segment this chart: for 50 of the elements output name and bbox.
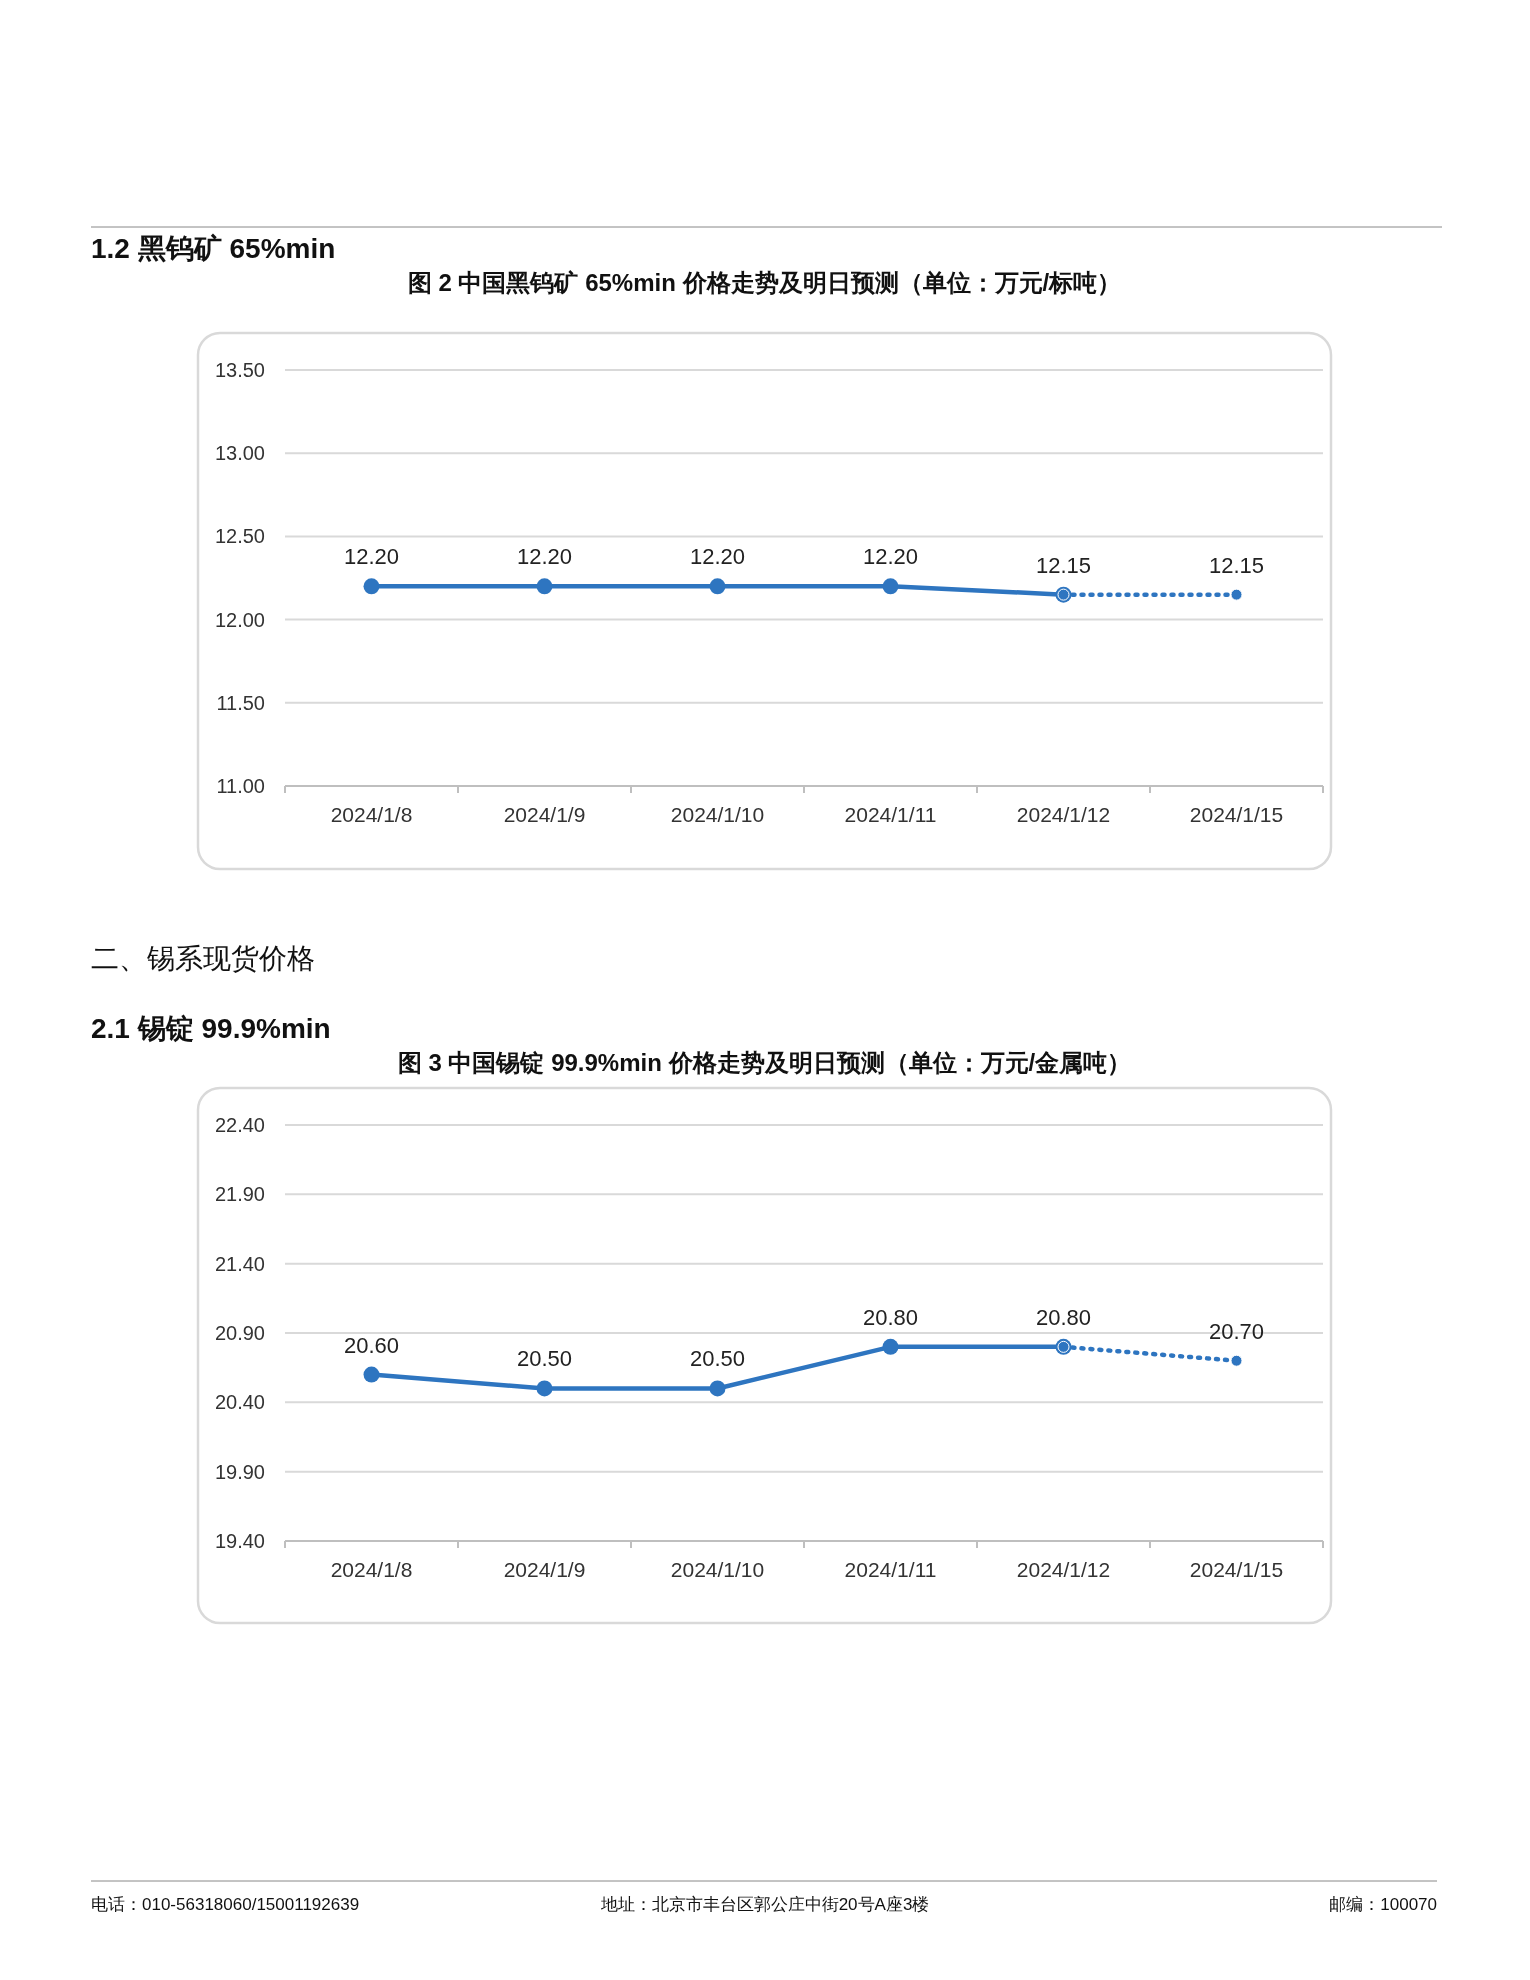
y-tick-label: 11.50 (216, 691, 265, 714)
x-tick-label: 2024/1/8 (330, 1558, 413, 1581)
text: 1.2 黑钨矿 65%min (91, 233, 336, 264)
y-tick-label: 13.00 (214, 442, 265, 465)
chart-title: 图 3 中国锡锭 99.9%min 价格走势及明日预测（单位：万元/金属吨） (397, 1049, 1132, 1076)
point (709, 1380, 726, 1397)
x-tick-label: 2024/1/10 (670, 803, 765, 826)
text: 二、锡系现货价格 (91, 943, 315, 974)
y-tick-label: 13.50 (214, 359, 265, 381)
x-tick-label: 2024/1/9 (503, 1558, 586, 1581)
data-label: 20.80 (1035, 1304, 1092, 1330)
data-label: 20.80 (862, 1304, 919, 1330)
point (363, 1366, 380, 1383)
data-label: 12.15 (1208, 552, 1265, 578)
x-tick-label: 2024/1/10 (670, 1558, 765, 1581)
text: 2.1 锡锭 99.9%min (91, 1013, 331, 1044)
y-tick-label: 21.90 (214, 1183, 265, 1206)
data-label: 20.60 (343, 1332, 400, 1358)
data-label: 12.20 (689, 544, 746, 570)
x-tick-label: 2024/1/12 (1016, 803, 1111, 826)
x-tick-label: 2024/1/15 (1189, 1558, 1284, 1581)
y-tick-label: 21.40 (214, 1252, 265, 1275)
point (536, 1380, 553, 1397)
y-tick-label: 12.50 (214, 525, 265, 548)
data-label: 12.20 (343, 544, 400, 570)
text: 地址：北京市丰台区郭公庄中街20号A座3楼 (599, 1895, 930, 1914)
data-label: 12.20 (862, 544, 919, 570)
point (1230, 1354, 1243, 1367)
y-tick-label: 19.40 (214, 1530, 265, 1552)
x-tick-label: 2024/1/12 (1016, 1558, 1111, 1581)
y-tick-label: 11.00 (216, 775, 265, 797)
data-label: 20.50 (516, 1346, 573, 1372)
data-label: 12.15 (1035, 552, 1092, 578)
x-tick-label: 2024/1/11 (844, 803, 937, 826)
x-tick-label: 2024/1/11 (844, 1558, 937, 1581)
data-label: 20.70 (1208, 1318, 1265, 1344)
data-label: 12.20 (516, 544, 573, 570)
y-tick-label: 12.00 (214, 608, 265, 631)
point (882, 1338, 899, 1355)
y-tick-label: 22.40 (214, 1114, 265, 1136)
text: 电话：010-56318060/15001192639 (91, 1895, 360, 1914)
y-tick-label: 20.40 (214, 1391, 265, 1414)
text: 邮编：100070 (1329, 1895, 1437, 1914)
x-tick-label: 2024/1/9 (503, 803, 586, 826)
x-tick-label: 2024/1/15 (1189, 803, 1284, 826)
x-tick-label: 2024/1/8 (330, 803, 413, 826)
y-tick-label: 19.90 (214, 1460, 265, 1483)
y-tick-label: 20.90 (214, 1322, 265, 1344)
chart-title: 图 2 中国黑钨矿 65%min 价格走势及明日预测（单位：万元/标吨） (407, 269, 1122, 296)
data-label: 20.50 (689, 1346, 746, 1372)
